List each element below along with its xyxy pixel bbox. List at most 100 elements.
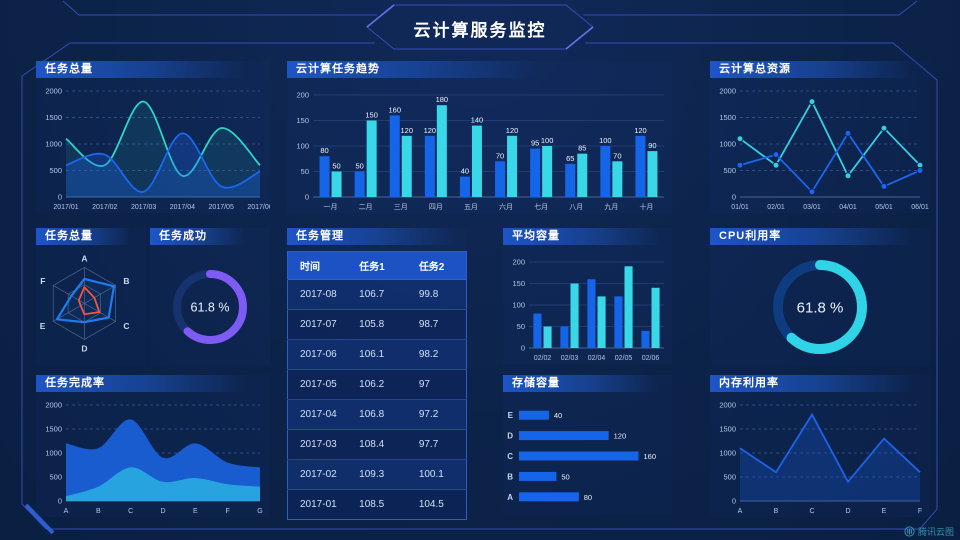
svg-text:三月: 三月 xyxy=(394,203,408,211)
task-total-line-chart: 0 500 1000 1500 2000 2017/01 2017/02 2017/03 201… xyxy=(36,81,272,213)
svg-text:100: 100 xyxy=(541,136,554,145)
svg-text:B: B xyxy=(96,508,101,515)
svg-text:2017/06: 2017/06 xyxy=(247,204,270,211)
svg-text:1500: 1500 xyxy=(45,425,62,434)
svg-text:1000: 1000 xyxy=(45,140,62,149)
task-radar-chart: A B C D E F xyxy=(36,248,146,366)
svg-text:05/01: 05/01 xyxy=(875,204,893,211)
table-cell: 2017-03 xyxy=(287,429,348,460)
panel-cloud-total-resources: 云计算总资源 0 500 1000 1500 2000 01/01 02/01 03/01 04… xyxy=(710,61,930,213)
svg-text:E: E xyxy=(193,508,198,515)
svg-text:500: 500 xyxy=(723,473,736,482)
svg-text:100: 100 xyxy=(512,301,525,310)
svg-text:70: 70 xyxy=(496,151,504,160)
task-table: 时间 任务1 任务2 2017-08 106.7 99.8 2017-07 105.8 98.7… xyxy=(287,251,467,520)
watermark: 腾讯云图 xyxy=(904,525,954,538)
svg-text:65: 65 xyxy=(566,154,574,163)
svg-text:2017/01: 2017/01 xyxy=(53,204,78,211)
table-header-cell: 任务1 xyxy=(347,251,407,280)
svg-text:95: 95 xyxy=(531,139,539,148)
svg-text:02/03: 02/03 xyxy=(561,355,579,362)
svg-text:1000: 1000 xyxy=(45,449,62,458)
svg-text:C: C xyxy=(809,508,814,515)
table-cell: 106.2 xyxy=(347,369,407,400)
panel-cloud-task-trend: 云计算任务趋势 0 50 100 150 200 一月 二月 三月 四月 五月 六月 七月 八月 九月 十月… xyxy=(287,61,672,213)
svg-text:02/06: 02/06 xyxy=(642,355,660,362)
svg-text:40: 40 xyxy=(461,167,469,176)
svg-text:70: 70 xyxy=(613,151,621,160)
table-cell: 2017-06 xyxy=(287,339,348,370)
svg-text:B: B xyxy=(123,276,129,286)
svg-text:A: A xyxy=(738,508,743,515)
svg-text:180: 180 xyxy=(436,95,449,104)
svg-text:2000: 2000 xyxy=(719,401,736,410)
table-cell: 97.7 xyxy=(406,429,467,460)
svg-text:40: 40 xyxy=(554,411,562,420)
svg-text:2017/02: 2017/02 xyxy=(92,204,117,211)
table-cell: 2017-05 xyxy=(287,369,348,400)
svg-text:100: 100 xyxy=(296,142,309,151)
table-cell: 2017-08 xyxy=(287,279,348,310)
panel-avg-capacity: 平均容量 0 50 100 150 200 02/02 02/03 02/04 02/05 02/… xyxy=(503,228,672,364)
svg-text:二月: 二月 xyxy=(359,203,373,211)
table-row: 2017-02 109.3 100.1 xyxy=(287,459,467,490)
table-cell: 2017-02 xyxy=(287,459,348,490)
panel-task-completion: 任务完成率 0 500 1000 1500 2000 A B C D E F G xyxy=(36,375,270,517)
panel-title: 平均容量 xyxy=(503,228,658,245)
table-row: 2017-05 106.2 97 xyxy=(287,369,467,400)
svg-text:四月: 四月 xyxy=(429,203,443,211)
svg-text:120: 120 xyxy=(400,126,413,135)
table-cell: 109.3 xyxy=(347,459,407,490)
panel-storage-capacity: 存储容量 E 40 D 120 C 160 B 50 A 80 xyxy=(503,375,672,515)
page-title: 云计算服务监控 xyxy=(413,21,547,40)
svg-text:160: 160 xyxy=(388,105,401,114)
panel-task-total-line: 任务总量 0 500 1000 1500 2000 2017/01 2017/02 2017/… xyxy=(36,61,273,213)
svg-text:0: 0 xyxy=(732,193,736,202)
svg-text:五月: 五月 xyxy=(464,203,478,211)
svg-text:50: 50 xyxy=(332,162,340,171)
svg-text:100: 100 xyxy=(599,136,612,145)
svg-text:E: E xyxy=(40,321,46,331)
svg-text:0: 0 xyxy=(58,497,62,506)
table-cell: 97 xyxy=(406,369,467,400)
svg-text:02/05: 02/05 xyxy=(615,355,633,362)
svg-text:E: E xyxy=(882,508,887,515)
table-row: 2017-06 106.1 98.2 xyxy=(287,339,467,370)
table-header-row: 时间 任务1 任务2 xyxy=(287,251,467,280)
svg-text:一月: 一月 xyxy=(324,203,338,211)
svg-text:F: F xyxy=(918,508,922,515)
svg-text:120: 120 xyxy=(634,126,647,135)
svg-text:0: 0 xyxy=(521,344,525,353)
table-cell: 108.4 xyxy=(347,429,407,460)
watermark-label: 腾讯云图 xyxy=(917,527,954,537)
svg-text:2000: 2000 xyxy=(45,87,62,96)
table-cell: 106.1 xyxy=(347,339,407,370)
svg-text:150: 150 xyxy=(365,111,378,120)
svg-text:1500: 1500 xyxy=(45,113,62,122)
svg-text:200: 200 xyxy=(512,258,525,267)
svg-text:120: 120 xyxy=(424,126,437,135)
svg-text:B: B xyxy=(774,508,779,515)
storage-capacity-chart: E 40 D 120 C 160 B 50 A 80 xyxy=(503,395,672,515)
table-cell: 100.1 xyxy=(406,459,467,490)
svg-text:80: 80 xyxy=(320,146,328,155)
svg-text:50: 50 xyxy=(355,162,363,171)
svg-text:0: 0 xyxy=(305,193,309,202)
svg-text:140: 140 xyxy=(471,116,484,125)
svg-text:500: 500 xyxy=(49,166,62,175)
svg-text:02/02: 02/02 xyxy=(534,355,552,362)
svg-text:D: D xyxy=(507,432,513,441)
svg-text:61.8 %: 61.8 % xyxy=(797,299,844,316)
table-cell: 104.5 xyxy=(406,489,467,520)
memory-usage-chart: 0 500 1000 1500 2000 A B C D E F xyxy=(710,395,930,517)
task-completion-chart: 0 500 1000 1500 2000 A B C D E F G xyxy=(36,395,270,517)
svg-text:50: 50 xyxy=(561,472,569,481)
svg-text:200: 200 xyxy=(296,91,309,100)
table-cell: 106.7 xyxy=(347,279,407,310)
table-cell: 98.2 xyxy=(406,339,467,370)
svg-text:2017/03: 2017/03 xyxy=(131,204,156,211)
table-header-cell: 时间 xyxy=(287,251,348,280)
panel-task-table: 任务管理 时间 任务1 任务2 2017-08 106.7 99.8 2017-07 105.… xyxy=(287,228,467,520)
svg-text:2000: 2000 xyxy=(719,87,736,96)
